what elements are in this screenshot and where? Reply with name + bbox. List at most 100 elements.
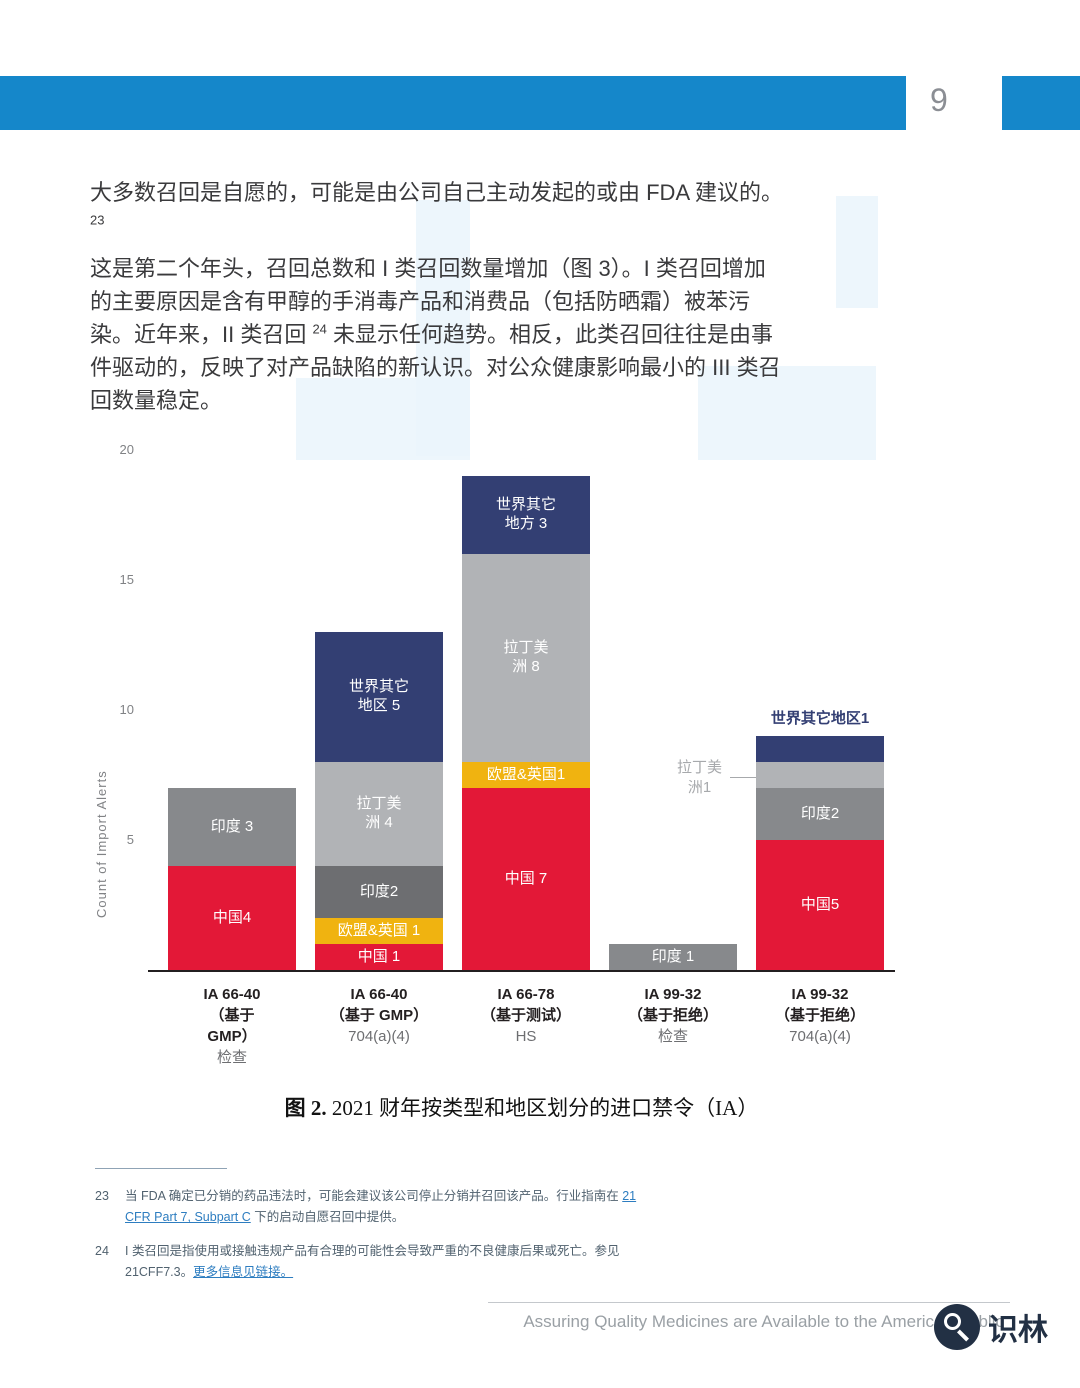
x-axis-label: IA 66-78 （基于测试） HS bbox=[453, 984, 600, 1047]
bar-segment: 中国5 bbox=[756, 840, 884, 970]
bar-segment-label: 欧盟&英国1 bbox=[486, 765, 566, 783]
footnote-text: 当 FDA 确定已分销的药品违法时，可能会建议该公司停止分销并召回该产品。行业指… bbox=[125, 1186, 640, 1229]
bar-segment-label: 中国4 bbox=[212, 908, 252, 926]
bar-segment-label: 印度2 bbox=[800, 804, 840, 822]
bar-segment-label: 世界其它 地方 3 bbox=[495, 496, 556, 532]
header-blue-bar bbox=[0, 76, 906, 130]
bar-segment-label: 世界其它 地区 5 bbox=[348, 678, 409, 714]
x-axis-label-line: IA 99-32 bbox=[791, 986, 849, 1003]
y-tick-label: 20 bbox=[119, 442, 134, 457]
bar-segment-label: 欧盟&英国 1 bbox=[337, 921, 421, 939]
bar-segment: 世界其它 地区 5 bbox=[315, 632, 443, 762]
bar-segment: 世界其它 地方 3 bbox=[462, 476, 590, 554]
y-tick-label: 15 bbox=[119, 572, 134, 587]
x-axis-label-line: （基于 bbox=[209, 1007, 255, 1024]
footnote-text: I 类召回是指使用或接触违规产品有合理的可能性会导致严重的不良健康后果或死亡。参… bbox=[125, 1241, 640, 1284]
bar-segment-callout-line bbox=[730, 777, 756, 778]
watermark-shape bbox=[836, 196, 878, 308]
bar-segment: 中国 7 bbox=[462, 788, 590, 970]
y-tick-label: 10 bbox=[119, 702, 134, 717]
bar-segment-label: 中国 7 bbox=[504, 869, 548, 887]
x-axis-label: IA 99-32 （基于拒绝） 检查 bbox=[600, 984, 747, 1047]
figure-caption: 图 2. 2021 财年按类型和地区划分的进口禁令（IA） bbox=[148, 1092, 895, 1122]
bar-segment-label: 中国 1 bbox=[357, 947, 401, 965]
paragraph-2-text-before: 这是第二个年头，召回总数和 I 类召回数量增加（图 3）。I 类召回增加的主要原… bbox=[90, 256, 766, 347]
page-number: 9 bbox=[930, 82, 948, 118]
y-tick-label: 5 bbox=[126, 832, 134, 847]
bar-segment-label: 拉丁美 洲 8 bbox=[503, 639, 549, 675]
footnote-23: 23 当 FDA 确定已分销的药品违法时，可能会建议该公司停止分销并召回该产品。行… bbox=[95, 1186, 640, 1229]
bar-segment: 欧盟&英国 1 bbox=[315, 918, 443, 944]
bar-segment-label: 中国5 bbox=[800, 895, 840, 913]
footnote-link[interactable]: 21 CFR Part 7, Subpart C bbox=[125, 1189, 637, 1225]
footnote-24: 24 I 类召回是指使用或接触违规产品有合理的可能性会导致严重的不良健康后果或死亡… bbox=[95, 1241, 640, 1284]
header-accent-square bbox=[1002, 76, 1080, 130]
x-axis-label-line: GMP） bbox=[207, 1028, 257, 1045]
footnote-number: 24 bbox=[95, 1243, 109, 1258]
bar-segment: 拉丁美 洲 4 bbox=[315, 762, 443, 866]
footnote-text-pre: I 类召回是指使用或接触违规产品有合理的可能性会导致严重的不良健康后果或死亡。参… bbox=[125, 1243, 620, 1279]
bar-segment bbox=[756, 762, 884, 788]
figure-caption-label: 图 2. bbox=[284, 1096, 327, 1120]
x-axis-label-subline: 检查 bbox=[216, 1049, 247, 1066]
bar-segment: 印度 1 bbox=[609, 944, 737, 970]
x-axis-label: IA 99-32 （基于拒绝） 704(a)(4) bbox=[747, 984, 894, 1047]
bar-segment-label: 印度 1 bbox=[651, 947, 695, 965]
paragraph-2-text-after: 未显示任何趋势。相反，此类召回往往是由事件驱动的，反映了对产品缺陷的新认识。对公… bbox=[90, 322, 781, 413]
bar-segment: 中国4 bbox=[168, 866, 296, 970]
bar-segment: 印度2 bbox=[756, 788, 884, 840]
magnifier-handle bbox=[956, 1329, 970, 1342]
footnote-link[interactable]: 更多信息见链接。 bbox=[193, 1264, 294, 1279]
logo-text: 识林 bbox=[988, 1314, 1048, 1347]
bar-segment-label: 印度2 bbox=[359, 882, 399, 900]
paragraph-1: 大多数召回是自愿的，可能是由公司自己主动发起的或由 FDA 建议的。 23 bbox=[90, 176, 784, 242]
watermark-shape bbox=[296, 378, 470, 460]
watermark-shape bbox=[698, 366, 876, 460]
chart-plot: 5 10 15 20 中国4 印度 3 中国 1 欧盟&英国 1 印度2 拉丁美 洲 4 世界其它 … bbox=[120, 442, 895, 972]
x-axis-label-line: IA 66-78 bbox=[497, 986, 555, 1003]
x-axis-label-subline: 检查 bbox=[657, 1028, 688, 1045]
shilin-logo[interactable]: 识林 bbox=[934, 1304, 1048, 1350]
chart-x-labels: IA 66-40 （基于 GMP） 检查 IA 66-40 （基于 GMP） 704(a)(… bbox=[148, 984, 895, 1100]
bar-segment-label: 印度 3 bbox=[210, 817, 254, 835]
footnote-divider bbox=[95, 1168, 227, 1169]
footnote-text-pre: 当 FDA 确定已分销的药品违法时，可能会建议该公司停止分销并召回该产品。行业指… bbox=[125, 1189, 623, 1203]
x-axis-label: IA 66-40 （基于 GMP） 704(a)(4) bbox=[306, 984, 453, 1047]
footer-text: Assuring Quality Medicines are Available… bbox=[523, 1312, 1004, 1331]
y-axis-title: Count of Import Alerts bbox=[94, 770, 109, 918]
x-axis-label-line: （基于 GMP） bbox=[329, 1007, 429, 1024]
footnote-text-post: 下的启动自愿召回中提供。 bbox=[250, 1210, 405, 1225]
bar-segment-callout: 拉丁美 洲1 bbox=[677, 758, 756, 797]
bar-segment-label-above: 世界其它地区1 bbox=[770, 710, 870, 727]
bar-segment-label: 拉丁美 洲 4 bbox=[356, 795, 402, 831]
bar-segment: 欧盟&英国1 bbox=[462, 762, 590, 788]
x-axis-label-line: IA 66-40 bbox=[203, 986, 261, 1003]
magnifier-ring bbox=[944, 1313, 961, 1330]
x-axis-label-line: （基于拒绝） bbox=[774, 1007, 865, 1024]
bar-segment: 印度 3 bbox=[168, 788, 296, 866]
bar-segment: 印度2 bbox=[315, 866, 443, 918]
figure-caption-text: 2021 财年按类型和地区划分的进口禁令（IA） bbox=[326, 1096, 759, 1120]
bar-segment: 拉丁美 洲 8 bbox=[462, 554, 590, 762]
footnote-ref-23: 23 bbox=[90, 212, 105, 228]
x-axis-label-subline: 704(a)(4) bbox=[789, 1028, 851, 1045]
x-axis-label-line: IA 66-40 bbox=[350, 986, 408, 1003]
body-text: 大多数召回是自愿的，可能是由公司自己主动发起的或由 FDA 建议的。 23 这是第… bbox=[90, 176, 784, 417]
paragraph-2: 这是第二个年头，召回总数和 I 类召回数量增加（图 3）。I 类召回增加的主要原… bbox=[90, 252, 784, 417]
x-axis-label-subline: 704(a)(4) bbox=[348, 1028, 410, 1045]
footnote-number: 23 bbox=[95, 1189, 109, 1203]
x-axis-label: IA 66-40 （基于 GMP） 检查 bbox=[159, 984, 306, 1068]
footnotes: 23 当 FDA 确定已分销的药品违法时，可能会建议该公司停止分销并召回该产品。行… bbox=[95, 1186, 640, 1295]
paragraph-1-text: 大多数召回是自愿的，可能是由公司自己主动发起的或由 FDA 建议的。 bbox=[90, 180, 784, 205]
magnifier-icon bbox=[934, 1304, 980, 1350]
bar-segment bbox=[756, 736, 884, 762]
x-axis-label-line: IA 99-32 bbox=[644, 986, 702, 1003]
x-axis-label-line: （基于测试） bbox=[480, 1007, 571, 1024]
footnote-ref-24: 24 bbox=[312, 321, 327, 337]
footer-divider bbox=[488, 1302, 1010, 1303]
x-axis-label-line: （基于拒绝） bbox=[627, 1007, 718, 1024]
bar-segment-callout-text: 拉丁美 洲1 bbox=[676, 759, 722, 796]
bar-segment: 中国 1 bbox=[315, 944, 443, 970]
x-axis-label-subline: HS bbox=[515, 1028, 537, 1045]
